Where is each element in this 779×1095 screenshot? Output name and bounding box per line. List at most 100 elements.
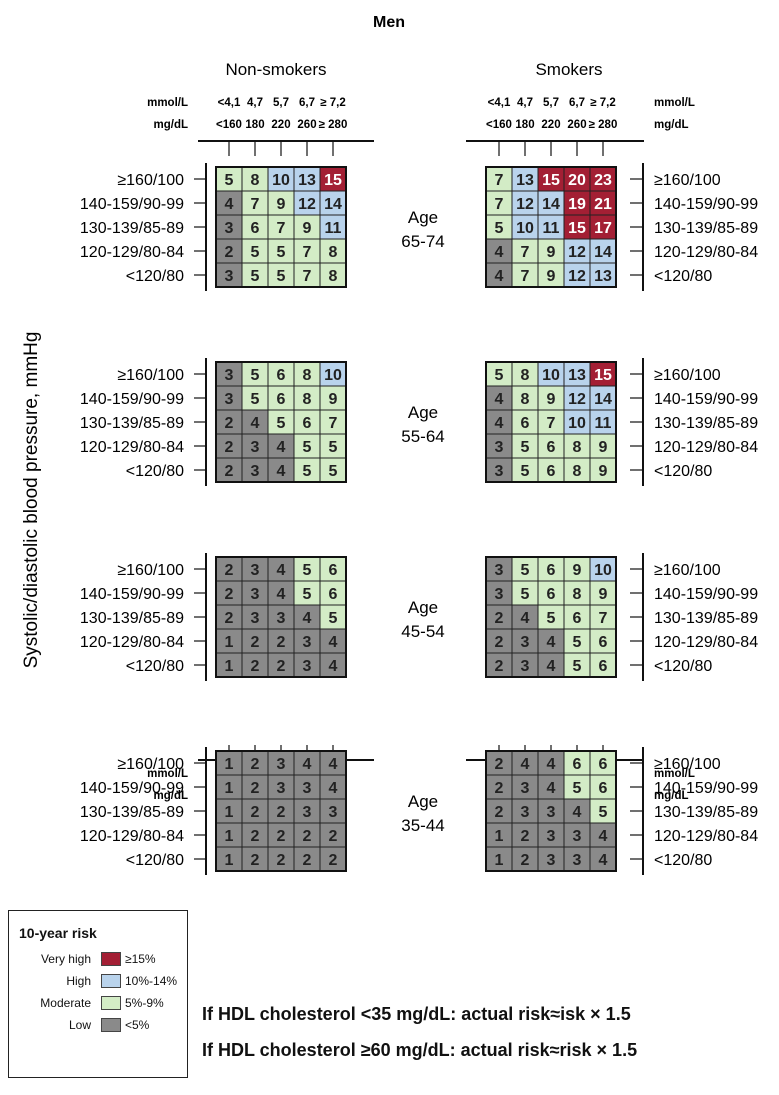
legend-label: Moderate: [40, 996, 91, 1010]
top-nonsmokers-mmol-tick: 6,7: [299, 97, 315, 109]
nonsmokers-risk-value: 2: [251, 852, 260, 869]
bp-row-label: <120/80: [126, 658, 184, 675]
nonsmokers-risk-value: 5: [251, 244, 260, 261]
nonsmokers-risk-value: 3: [251, 610, 260, 627]
smokers-risk-value: 7: [495, 172, 504, 189]
smokers-risk-cell: [511, 214, 539, 240]
nonsmokers-risk-value: 2: [277, 804, 286, 821]
nonsmokers-risk-value: 2: [225, 610, 234, 627]
smokers-risk-value: 5: [495, 220, 504, 237]
legend-item-moderate: Moderate 5%-9%: [9, 994, 187, 1012]
top-smokers-mmol-tick: ≥ 7,2: [590, 97, 616, 109]
smokers-risk-value: 23: [594, 172, 612, 189]
hdl-low-note: If HDL cholesterol <35 mg/dL: actual ris…: [202, 1004, 631, 1024]
smokers-risk-value: 3: [547, 804, 556, 821]
smokers-risk-value: 4: [495, 391, 504, 408]
bp-row-label: 120-129/80-84: [80, 828, 184, 845]
bp-row-label: 140-159/90-99: [654, 391, 758, 408]
smokers-risk-value: 3: [573, 828, 582, 845]
smokers-risk-cell: [485, 409, 513, 435]
nonsmokers-grid-border: [215, 361, 347, 483]
legend-item-very-high: Very high ≥15%: [9, 950, 187, 968]
smokers-risk-cell: [537, 556, 565, 582]
top-smokers-mg-tick: ≥ 280: [589, 119, 618, 131]
smokers-risk-value: 6: [599, 658, 608, 675]
bottom-nonsmokers-unit-mmol: mmol/L: [147, 768, 188, 780]
bp-row-label: 120-129/80-84: [654, 244, 758, 261]
nonsmokers-risk-value: 2: [225, 463, 234, 480]
smokers-grid-border: [485, 166, 617, 288]
smokers-risk-value: 3: [495, 439, 504, 456]
legend-item-high: High 10%-14%: [9, 972, 187, 990]
nonsmokers-risk-value: 3: [303, 658, 312, 675]
nonsmokers-risk-cell: [241, 433, 269, 459]
smokers-risk-value: 12: [568, 391, 586, 408]
nonsmokers-risk-value: 5: [251, 391, 260, 408]
nonsmokers-risk-cell: [267, 214, 295, 240]
smokers-risk-value: 2: [495, 658, 504, 675]
nonsmokers-risk-cell: [267, 652, 295, 678]
nonsmokers-risk-cell: [267, 580, 295, 606]
smokers-risk-value: 3: [521, 634, 530, 651]
nonsmokers-risk-value: 6: [251, 220, 260, 237]
smokers-risk-value: 7: [599, 610, 608, 627]
age-range: 55-64: [401, 427, 444, 446]
top-nonsmokers-mg-tick: 180: [245, 119, 264, 131]
bp-row-label: ≥160/100: [654, 562, 721, 579]
nonsmokers-risk-cell: [319, 385, 347, 411]
nonsmokers-risk-value: 2: [277, 828, 286, 845]
smokers-risk-value: 17: [594, 220, 612, 237]
smokers-risk-cell: [589, 238, 617, 264]
hdl-high-note: If HDL cholesterol ≥60 mg/dL: actual ris…: [202, 1040, 638, 1060]
top-smokers-mmol-tick: 4,7: [517, 97, 533, 109]
smokers-risk-value: 4: [547, 634, 556, 651]
bp-row-label: 130-139/85-89: [80, 220, 184, 237]
nonsmokers-risk-cell: [293, 798, 321, 824]
nonsmokers-risk-cell: [293, 409, 321, 435]
nonsmokers-risk-value: 5: [277, 415, 286, 432]
top-nonsmokers-mg-tick: <160: [216, 119, 242, 131]
nonsmokers-risk-cell: [293, 385, 321, 411]
nonsmokers-risk-value: 2: [225, 415, 234, 432]
nonsmokers-risk-cell: [319, 409, 347, 435]
nonsmokers-risk-cell: [215, 361, 243, 387]
column-header-nonsmokers: Non-smokers: [225, 60, 326, 79]
nonsmokers-risk-value: 2: [277, 852, 286, 869]
nonsmokers-risk-value: 7: [303, 268, 312, 285]
smokers-risk-value: 3: [547, 852, 556, 869]
nonsmokers-grid-border: [215, 750, 347, 872]
nonsmokers-risk-value: 5: [225, 172, 234, 189]
bp-row-label: 130-139/85-89: [654, 804, 758, 821]
nonsmokers-risk-value: 4: [329, 756, 338, 773]
smokers-risk-value: 15: [542, 172, 560, 189]
smokers-risk-cell: [563, 214, 591, 240]
bp-row-label: ≥160/100: [117, 756, 184, 773]
smokers-risk-value: 4: [599, 852, 608, 869]
top-nonsmokers-mmol-tick: ≥ 7,2: [320, 97, 346, 109]
smokers-risk-value: 3: [547, 828, 556, 845]
smokers-risk-value: 14: [542, 196, 560, 213]
nonsmokers-risk-value: 5: [277, 268, 286, 285]
smokers-risk-value: 2: [495, 780, 504, 797]
smokers-risk-value: 8: [521, 367, 530, 384]
nonsmokers-risk-cell: [215, 238, 243, 264]
smokers-risk-value: 6: [573, 756, 582, 773]
smokers-risk-cell: [589, 433, 617, 459]
smokers-risk-cell: [537, 580, 565, 606]
nonsmokers-risk-value: 4: [277, 439, 286, 456]
nonsmokers-risk-cell: [267, 262, 295, 288]
nonsmokers-risk-value: 8: [329, 268, 338, 285]
top-nonsmokers-unit-mmol: mmol/L: [147, 97, 188, 109]
age-range: 65-74: [401, 232, 444, 251]
smokers-risk-value: 3: [521, 780, 530, 797]
smokers-risk-value: 19: [568, 196, 586, 213]
nonsmokers-risk-cell: [215, 166, 243, 192]
bp-row-label: 120-129/80-84: [80, 439, 184, 456]
chart-title: Men: [373, 14, 405, 31]
bp-row-label: 120-129/80-84: [80, 244, 184, 261]
legend-swatch: [101, 974, 121, 988]
smokers-risk-value: 5: [547, 610, 556, 627]
nonsmokers-risk-cell: [215, 580, 243, 606]
nonsmokers-risk-value: 2: [225, 439, 234, 456]
nonsmokers-risk-value: 1: [225, 756, 234, 773]
